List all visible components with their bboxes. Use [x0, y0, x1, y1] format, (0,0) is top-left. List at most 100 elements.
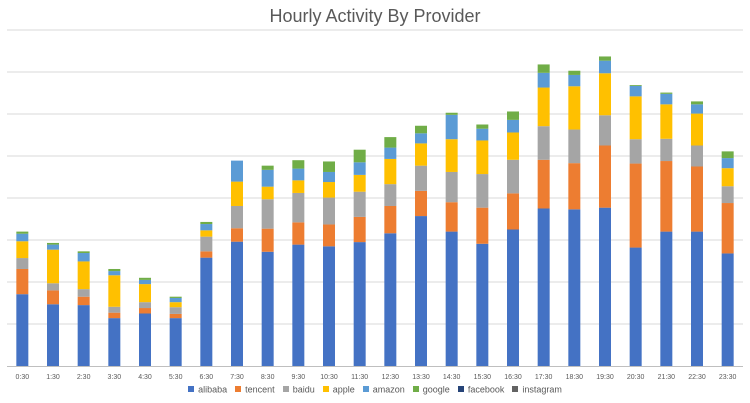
bar-segment-alibaba-21-30 [660, 231, 673, 366]
bar-segment-alibaba-4-30 [139, 313, 151, 366]
bar-segment-alibaba-0-30 [16, 294, 29, 366]
bar-segment-amazon-18-30 [568, 74, 581, 87]
bar-segment-apple-22-30 [691, 113, 703, 146]
bar-segment-alibaba-3-30 [108, 318, 121, 366]
bar-segment-alibaba-20-30 [629, 247, 642, 366]
bar-segment-apple-0-30 [16, 241, 29, 259]
bar-segment-tencent-7-30 [231, 228, 243, 242]
bar-segment-tencent-11-30 [353, 216, 366, 243]
bar-segment-apple-1-30 [47, 249, 59, 284]
legend-label: tencent [245, 384, 275, 395]
legend-item-apple: apple [322, 384, 355, 395]
x-tick-label: 4:30 [138, 374, 152, 381]
x-tick-label: 14:30 [443, 374, 461, 381]
bar-segment-tencent-14-30 [445, 202, 458, 232]
bar-segment-amazon-6-30 [200, 224, 213, 231]
bar-segment-tencent-15-30 [476, 207, 489, 244]
legend-swatch [235, 385, 242, 392]
x-tick-label: 6:30 [200, 374, 214, 381]
x-tick-label: 9:30 [292, 374, 306, 381]
bar-segment-tencent-6-30 [200, 251, 213, 258]
bar-segment-tencent-16-30 [507, 193, 519, 230]
bar-segment-apple-4-30 [139, 284, 151, 303]
x-tick-label: 22:30 [688, 374, 706, 381]
x-tick-label: 10:30 [320, 374, 338, 381]
bar-segment-tencent-19-30 [599, 145, 611, 208]
bar-segment-apple-2-30 [77, 261, 90, 290]
bar-segment-amazon-3-30 [108, 271, 121, 276]
bar-segment-apple-9-30 [292, 180, 305, 193]
bar-segment-apple-5-30 [169, 302, 182, 308]
bar-segment-baidu-17-30 [537, 126, 550, 160]
x-tick-label: 19:30 [596, 374, 614, 381]
bar-segment-tencent-20-30 [629, 163, 642, 248]
bar-segment-tencent-10-30 [323, 224, 335, 247]
x-tick-label: 3:30 [108, 374, 122, 381]
bar-segment-tencent-12-30 [384, 205, 397, 234]
bar-segment-baidu-0-30 [16, 258, 29, 269]
x-tick-label: 1:30 [46, 374, 60, 381]
bar-segment-baidu-13-30 [415, 165, 427, 191]
bar-segment-baidu-6-30 [200, 236, 213, 252]
bar-segment-amazon-1-30 [47, 244, 59, 250]
legend-label: baidu [292, 384, 315, 395]
bar-segment-baidu-10-30 [323, 197, 335, 225]
legend-item-alibaba: alibaba [188, 384, 227, 395]
bar-segment-alibaba-19-30 [599, 207, 611, 366]
bar-segment-google-8-30 [261, 165, 274, 170]
bar-segment-apple-6-30 [200, 230, 213, 237]
bar-segment-amazon-8-30 [261, 169, 274, 187]
bar-segment-google-17-30 [537, 64, 550, 73]
bar-segment-alibaba-1-30 [47, 304, 59, 366]
legend-label: alibaba [198, 384, 228, 395]
bar-segment-apple-8-30 [261, 186, 274, 200]
bar-segment-alibaba-16-30 [507, 229, 519, 366]
bar-segment-apple-16-30 [507, 132, 519, 160]
bar-segment-tencent-4-30 [139, 308, 151, 314]
bar-segment-apple-7-30 [231, 181, 243, 206]
bar-segment-google-4-30 [139, 277, 151, 280]
legend-label: apple [332, 384, 355, 395]
bar-segment-tencent-8-30 [261, 228, 274, 252]
x-tick-label: 0:30 [16, 374, 30, 381]
chart-title: Hourly Activity By Provider [269, 6, 481, 26]
bar-segment-apple-10-30 [323, 182, 335, 198]
x-tick-label: 13:30 [412, 374, 430, 381]
legend-item-instagram: instagram [512, 384, 562, 395]
bar-segment-baidu-12-30 [384, 184, 397, 206]
bar-segment-baidu-2-30 [77, 289, 90, 297]
bar-segment-google-1-30 [47, 242, 59, 245]
legend-swatch [188, 385, 195, 392]
bar-segment-alibaba-14-30 [445, 231, 458, 366]
bar-segment-google-19-30 [599, 56, 611, 61]
bar-segment-amazon-15-30 [476, 128, 489, 141]
bar-segment-baidu-20-30 [629, 139, 642, 164]
legend-item-google: google [412, 384, 450, 395]
bar-segment-apple-19-30 [599, 73, 611, 116]
legend-swatch [322, 385, 329, 392]
bar-segment-tencent-3-30 [108, 312, 121, 319]
bar-segment-google-11-30 [353, 149, 366, 163]
bar-segment-tencent-22-30 [691, 166, 703, 232]
bar-segment-alibaba-9-30 [292, 244, 305, 366]
bar-segment-amazon-16-30 [507, 119, 519, 133]
x-tick-label: 7:30 [230, 374, 244, 381]
bar-segment-baidu-14-30 [445, 171, 458, 203]
bar-segment-amazon-20-30 [629, 85, 642, 97]
legend-item-tencent: tencent [235, 384, 275, 395]
bar-segment-amazon-22-30 [691, 104, 703, 114]
bar-segment-google-12-30 [384, 137, 397, 148]
bar-segment-baidu-15-30 [476, 174, 489, 208]
x-tick-label: 18:30 [566, 374, 584, 381]
bar-segment-tencent-17-30 [537, 159, 550, 209]
bar-segment-amazon-19-30 [599, 60, 611, 74]
bar-segment-google-13-30 [415, 125, 427, 134]
legend-label: amazon [372, 384, 405, 395]
bar-segment-amazon-0-30 [16, 233, 29, 242]
bar-segment-apple-18-30 [568, 86, 581, 130]
legend-item-facebook: facebook [457, 384, 505, 395]
legend-label: facebook [467, 384, 505, 395]
x-tick-label: 16:30 [504, 374, 522, 381]
